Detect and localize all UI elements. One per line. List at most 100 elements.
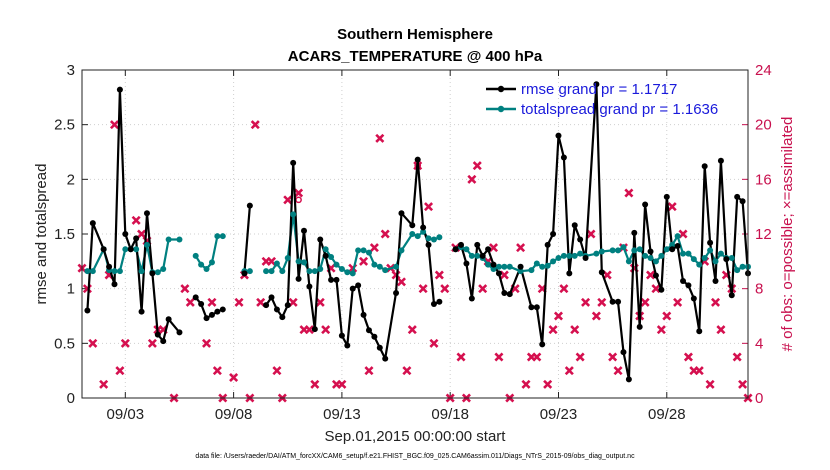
spread-point <box>333 261 340 268</box>
obs-x-stroke <box>207 297 217 307</box>
spread-point <box>138 268 145 275</box>
spread-point <box>154 269 161 276</box>
obs-x-stroke <box>380 229 390 239</box>
rmse-point <box>669 246 676 253</box>
obs-assimilated-marker <box>640 297 650 307</box>
rmse-point <box>479 252 486 259</box>
spread-point <box>647 255 654 262</box>
spread-point <box>539 263 546 270</box>
rmse-point <box>420 224 427 231</box>
spread-point <box>376 263 383 270</box>
rmse-point <box>176 329 183 336</box>
obs-x-stroke <box>99 379 109 389</box>
obs-assimilated-marker <box>294 188 304 198</box>
obs-assimilated-marker <box>337 379 347 389</box>
obs-x-stroke <box>521 379 531 389</box>
rmse-point <box>712 278 719 285</box>
obs-x-stroke <box>407 325 417 335</box>
rmse-point <box>306 283 313 290</box>
obs-assimilated-marker <box>488 243 499 253</box>
spread-point <box>398 247 405 254</box>
spread-point <box>133 246 140 253</box>
spread-point <box>176 236 183 243</box>
spread-point <box>707 247 714 254</box>
rmse-point <box>734 193 741 200</box>
chart-subtitle: ACARS_TEMPERATURE @ 400 hPa <box>288 48 543 65</box>
spread-point <box>696 261 703 268</box>
spread-point <box>468 252 475 259</box>
obs-assimilated-marker <box>472 161 482 171</box>
obs-assimilated-marker <box>109 120 120 130</box>
rmse-point <box>544 241 551 248</box>
obs-x-stroke <box>608 352 618 362</box>
spread-point <box>84 268 91 275</box>
obs-x-stroke <box>375 133 385 143</box>
obs-x-stroke <box>705 379 715 389</box>
obs-x-stroke <box>732 352 742 362</box>
rmse-point <box>658 286 665 293</box>
rmse-point <box>452 246 459 253</box>
obs-x-stroke <box>710 297 721 307</box>
rmse-point <box>89 220 96 227</box>
rmse-point <box>246 202 253 209</box>
obs-x-stroke <box>456 352 466 362</box>
spread-point <box>89 268 96 275</box>
spread-point <box>290 211 297 218</box>
obs-assimilated-marker <box>202 338 212 348</box>
obs-x-stroke <box>472 161 482 171</box>
obs-assimilated-marker <box>137 229 147 239</box>
obs-x-stroke <box>440 284 450 294</box>
rmse-point <box>631 229 638 236</box>
spread-point <box>295 258 302 265</box>
obs-x-stroke <box>396 277 406 287</box>
spread-point <box>598 248 605 255</box>
obs-assimilated-marker <box>516 243 526 253</box>
legend-spread-marker <box>497 105 505 113</box>
rmse-point <box>458 241 465 248</box>
rmse-point <box>636 323 643 330</box>
rmse-point <box>133 235 140 242</box>
obs-x-stroke <box>147 338 157 348</box>
rmse-point <box>165 316 172 323</box>
spread-point <box>490 265 497 272</box>
rmse-point <box>100 246 107 253</box>
spread-point <box>409 231 416 237</box>
obs-x-stroke <box>369 243 379 253</box>
spread-point <box>371 261 378 268</box>
spread-point <box>566 252 573 259</box>
spread-point <box>214 233 221 240</box>
rmse-point <box>680 278 687 285</box>
spread-point <box>143 241 150 248</box>
rmse-point <box>550 231 557 237</box>
obs-x-stroke <box>304 325 314 335</box>
obs-assimilated-marker <box>467 174 477 184</box>
spread-point <box>625 258 632 265</box>
obs-assimilated-marker <box>716 325 726 335</box>
rmse-point <box>393 290 400 297</box>
rmse-point <box>642 201 649 208</box>
spread-point <box>436 234 443 241</box>
y2-tick-label: 24 <box>755 62 772 79</box>
x-tick-label: 09/13 <box>323 406 361 423</box>
obs-assimilated-marker <box>418 284 428 294</box>
spread-point <box>301 259 307 266</box>
rmse-point <box>268 294 275 301</box>
rmse-point <box>317 236 324 243</box>
obs-assimilated-marker <box>494 352 504 362</box>
obs-x-stroke <box>667 202 677 212</box>
rmse-point <box>106 263 113 270</box>
obs-assimilated-marker <box>656 325 666 335</box>
rmse-point <box>501 290 508 297</box>
obs-assimilated-marker <box>478 284 488 294</box>
spread-point <box>317 265 324 272</box>
obs-assimilated-marker <box>207 297 217 307</box>
rmse-point <box>463 260 470 267</box>
rmse-point <box>349 285 356 292</box>
y-tick-label: 2.5 <box>54 117 75 134</box>
obs-x-stroke <box>494 352 504 362</box>
rmse-point <box>598 269 605 276</box>
rmse-point <box>701 163 708 170</box>
spread-point <box>430 236 437 243</box>
spread-point <box>506 263 513 270</box>
